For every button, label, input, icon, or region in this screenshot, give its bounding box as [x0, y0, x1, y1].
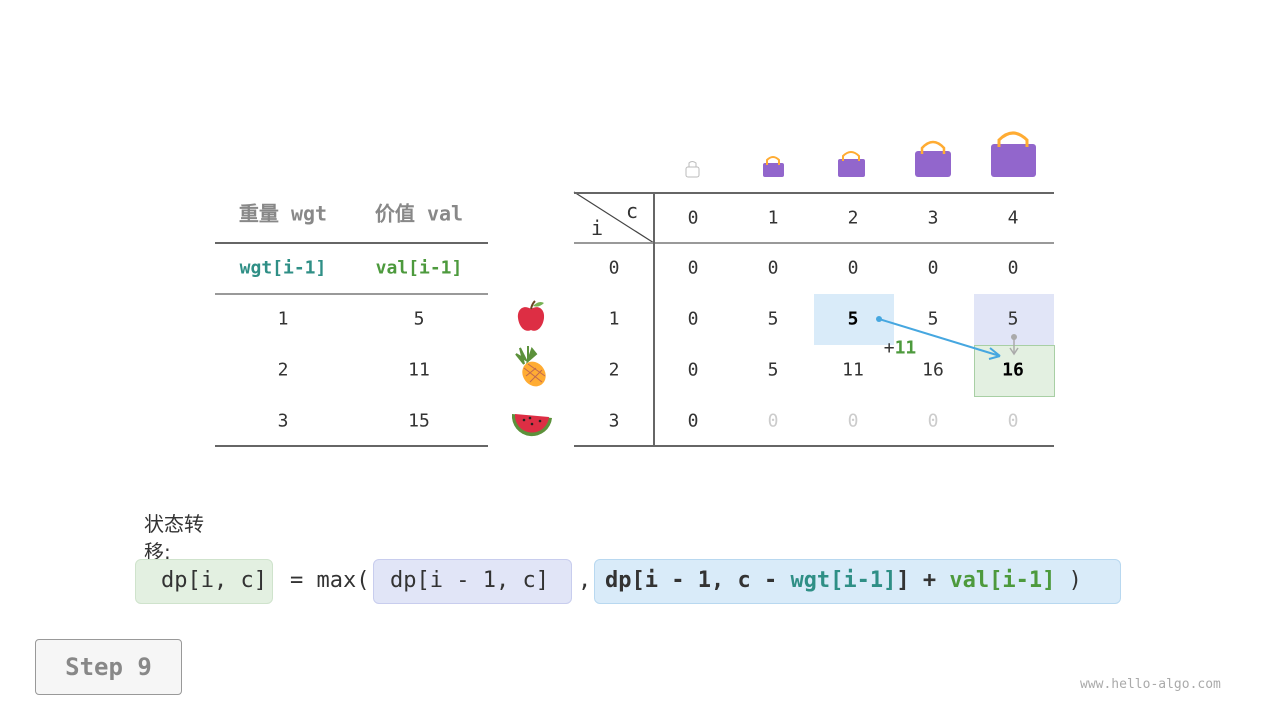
watermelon-icon [511, 414, 552, 437]
pineapple-icon [515, 346, 546, 387]
subheader-wgt: wgt[i-1] [239, 257, 327, 279]
opt2-text: dp[i - 1, c - [605, 568, 791, 593]
dp-cell: 0 [687, 308, 699, 330]
dp-cell: 0 [767, 257, 779, 279]
added-value: 11 [894, 337, 917, 359]
opt2-wgt: wgt[i-1] [790, 568, 897, 593]
dp-cell: 0 [847, 410, 859, 432]
col-header: 0 [687, 207, 699, 229]
bag-icon [763, 156, 784, 177]
dp-cell: 0 [687, 257, 699, 279]
bag-icon [915, 140, 951, 177]
item-value: 5 [413, 308, 425, 330]
divider [215, 242, 488, 244]
formula-comma: , [578, 568, 592, 593]
dp-cell: 5 [927, 308, 939, 330]
item-value: 15 [408, 410, 430, 432]
corner-diagonal [573, 191, 655, 244]
row-header: 2 [608, 359, 620, 381]
apple-icon [517, 300, 545, 331]
dp-cell: 5 [767, 359, 779, 381]
formula-lhs: dp[i, c] [161, 568, 267, 593]
header-divider [574, 242, 1054, 244]
plus-sign: + [883, 337, 895, 359]
item-weight: 2 [277, 359, 289, 381]
dp-cell: 0 [927, 410, 939, 432]
bag-icon [991, 131, 1036, 177]
header-weight: 重量 wgt [238, 201, 328, 226]
dp-cell: 0 [1007, 410, 1019, 432]
dp-cell: 0 [1007, 257, 1019, 279]
opt2-box [594, 559, 1121, 604]
transition-arrow [878, 318, 1001, 357]
dp-cell: 0 [927, 257, 939, 279]
lhs-box [135, 559, 273, 604]
formula-label: 状态转移: [144, 512, 204, 564]
opt1-box [373, 559, 572, 604]
value-annotation: +11 [884, 338, 917, 359]
step-button[interactable]: Step 9 [35, 639, 182, 695]
dp-cell: 0 [687, 410, 699, 432]
bag-empty-icon [685, 161, 700, 178]
header-value: 价值 val [374, 201, 464, 226]
divider [215, 293, 488, 295]
bag-icon [838, 151, 865, 177]
row-header: 1 [608, 308, 620, 330]
dp-cell: 5 [767, 308, 779, 330]
formula-close: ) [1068, 568, 1082, 593]
dp-cell: 11 [842, 359, 864, 381]
col-header: 3 [927, 207, 939, 229]
table-top-border [574, 192, 1054, 194]
item-value: 11 [408, 359, 430, 381]
table-bottom-border [574, 445, 1054, 447]
dp-cell: 0 [847, 257, 859, 279]
formula-eq: = max( [290, 568, 370, 593]
opt2-val: val[i-1] [949, 568, 1056, 593]
corner-row-label: i [590, 216, 604, 240]
item-weight: 1 [277, 308, 289, 330]
dp-cell: 16 [1002, 359, 1024, 381]
col-header: 4 [1007, 207, 1019, 229]
item-weight: 3 [277, 410, 289, 432]
corner-col-label: c [625, 199, 639, 223]
divider [215, 445, 488, 447]
dp-cell: 16 [922, 359, 944, 381]
row-header: 3 [608, 410, 620, 432]
dp-cell: 0 [767, 410, 779, 432]
formula-opt2: dp[i - 1, c - wgt[i-1]] + val[i-1] ) [605, 560, 1082, 602]
dp-cell: 0 [687, 359, 699, 381]
dp-cell: 5 [1007, 308, 1019, 330]
col-header: 1 [767, 207, 779, 229]
formula-opt1: dp[i - 1, c] [390, 568, 549, 593]
subheader-val: val[i-1] [375, 257, 463, 279]
col-header: 2 [847, 207, 859, 229]
row-header-divider [653, 192, 655, 446]
watermark: www.hello-algo.com [1080, 677, 1221, 692]
row-header: 0 [608, 257, 620, 279]
opt2-text: ] + [896, 568, 950, 593]
dp-cell: 5 [847, 308, 859, 330]
